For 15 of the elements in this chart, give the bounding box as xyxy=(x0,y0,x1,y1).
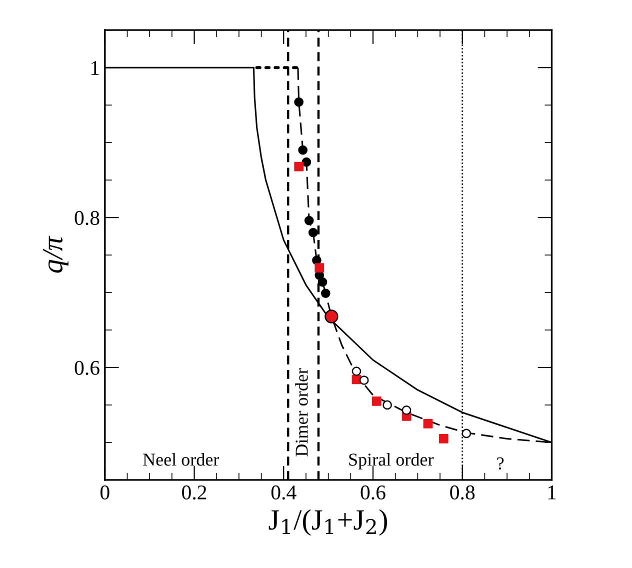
x-tick-label: 1 xyxy=(548,486,556,500)
x-axis-title: J$_{1}$/(J$_{1}$+J$_{2}$) xyxy=(268,509,388,536)
y-tick-label: 1 xyxy=(91,61,99,75)
annotation: Neel order xyxy=(143,453,220,466)
y-axis-title: q/π xyxy=(43,236,68,273)
x-tick-label: 0.6 xyxy=(360,485,386,500)
x-tick-label: 0.8 xyxy=(450,485,475,500)
y-tick-label: 0.8 xyxy=(74,210,100,226)
x-tick-label: 0.4 xyxy=(271,485,296,500)
y-tick-label: 0.6 xyxy=(74,360,100,376)
x-tick-label: 0.2 xyxy=(182,485,206,500)
annotation: Spiral order xyxy=(349,453,434,470)
annotation: Dimer order xyxy=(295,368,308,456)
annotation: ? xyxy=(497,457,504,470)
x-tick-label: 0 xyxy=(100,485,110,500)
